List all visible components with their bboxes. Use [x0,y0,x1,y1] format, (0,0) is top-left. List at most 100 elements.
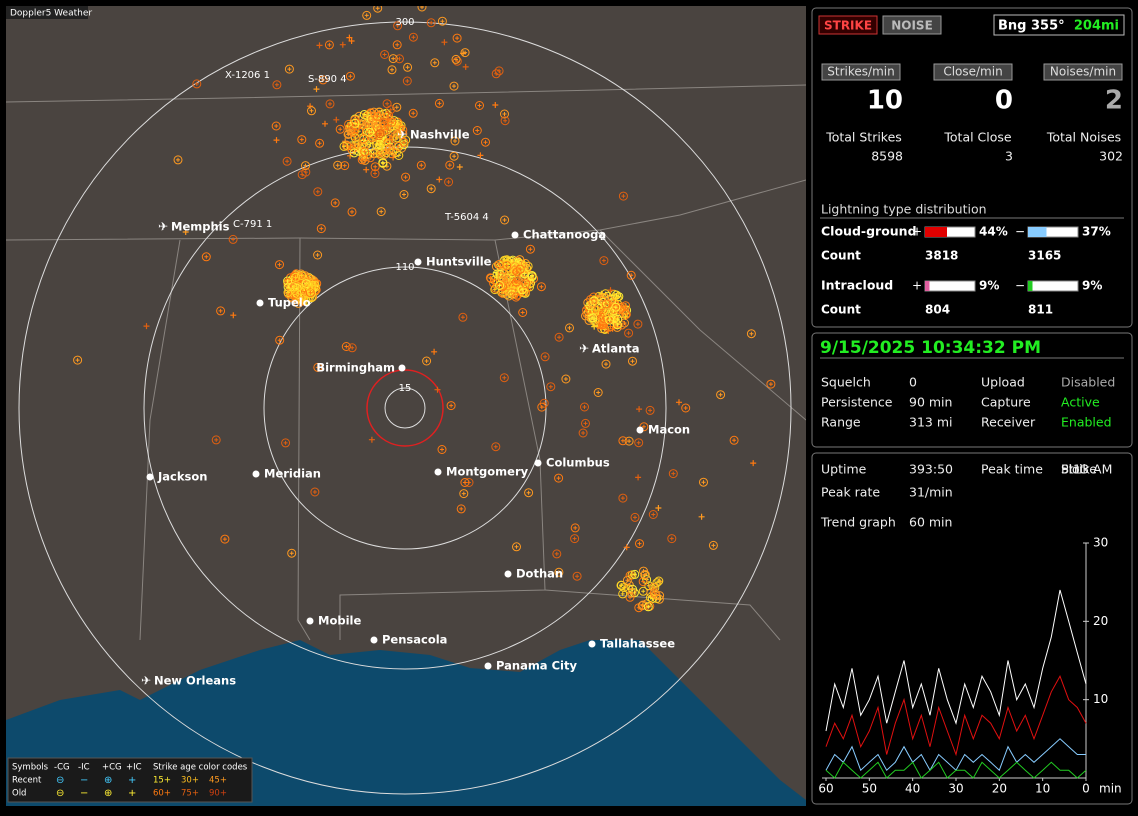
city-label: Mobile [318,614,361,628]
strike-symbol [554,567,564,577]
strike [362,10,372,20]
strike-symbol [618,436,628,446]
city-label: Tallahassee [600,637,675,651]
strike-symbol [449,403,454,408]
strike [500,109,509,119]
strike [313,86,320,93]
strike-symbol [683,406,688,410]
strike [449,81,459,91]
dist-percent: 37% [1082,225,1111,239]
strike-symbol [390,151,397,158]
strike-symbol [275,335,285,345]
strike-symbol [512,542,521,552]
strike [481,137,490,147]
dist-label: Intracloud [821,278,893,293]
strike-symbol [377,143,382,148]
strike-symbol [648,595,653,600]
strike-symbol [392,102,402,112]
strike-symbol [392,40,402,50]
strike-symbol [456,504,466,514]
strike-symbol [603,308,613,318]
strike-symbol [718,392,723,397]
strike-symbol [523,281,528,286]
strike-symbol [632,572,637,577]
strike-symbol [375,148,385,158]
strike-symbol [598,313,602,318]
strike-symbol [194,81,199,86]
setting: Active [1061,395,1100,410]
city-label: Dothan [516,567,563,581]
strike-symbol [399,190,409,199]
strike-symbol [324,40,334,50]
strike-symbol [286,290,290,295]
strike-symbol [363,166,370,173]
strike-symbol [391,56,396,61]
strike [485,273,495,283]
setting: 0 [909,375,917,390]
strike-symbol [211,435,221,445]
strike [290,286,300,295]
strike-symbol [630,569,640,579]
strike-tab[interactable] [818,15,878,35]
strike-symbol [646,583,651,588]
strike-symbol [346,34,353,41]
strike-symbol [503,259,513,269]
strike-symbol [293,275,298,280]
strike [230,312,237,319]
strike [475,101,484,110]
strike [272,80,282,90]
strike-symbol [536,282,546,292]
strike [373,111,382,121]
dist-percent: 9% [979,279,999,293]
strike-symbol [284,64,294,74]
strike-symbol [514,544,519,549]
city-label: Pensacola [382,633,447,647]
strike-symbol [385,101,390,106]
strike-symbol [385,116,392,123]
strike-symbol [502,112,507,116]
stat: 60 min [909,515,952,530]
strike-symbol [580,402,589,412]
strike [512,267,522,277]
strike-symbol [434,98,444,108]
strike [403,62,413,72]
city-label: Jackson [157,470,207,484]
x-tick-label: 0 [1082,782,1090,796]
strike-symbol [383,152,388,157]
storm-label: T-5604 4 [444,212,489,223]
strike-symbol [567,325,572,330]
strike [281,438,291,448]
strike-symbol [274,82,279,87]
total-value: 8598 [871,149,903,164]
strike-symbol [537,402,547,412]
legend-age: 75+ [181,789,199,799]
strike [450,136,460,146]
strike-symbol [299,273,304,278]
strike-symbol [591,323,598,330]
strike-symbol [283,440,288,445]
strike [572,571,582,581]
strike-symbol [353,136,358,140]
strike-symbol [426,18,436,28]
strike [729,435,739,445]
strike-symbol [481,137,490,147]
strike-symbol [623,544,630,551]
strike [648,582,658,592]
dist-bar [925,227,947,237]
strike-symbol [667,534,677,544]
strike-symbol [618,493,628,503]
strike [368,114,378,124]
legend-symbol: − [80,788,88,799]
city-dot [146,473,154,481]
distance: 204mi [1074,19,1119,34]
strike-symbol [636,440,641,445]
trend-line [825,675,1087,757]
x-tick-label: 60 [818,782,833,796]
strike [494,66,504,76]
strike-symbol [444,177,454,187]
strike-symbol [333,160,343,170]
strike-symbol [143,323,150,330]
strike [554,332,564,342]
noise-tab[interactable] [882,15,942,35]
stat: Plot [1061,462,1085,477]
